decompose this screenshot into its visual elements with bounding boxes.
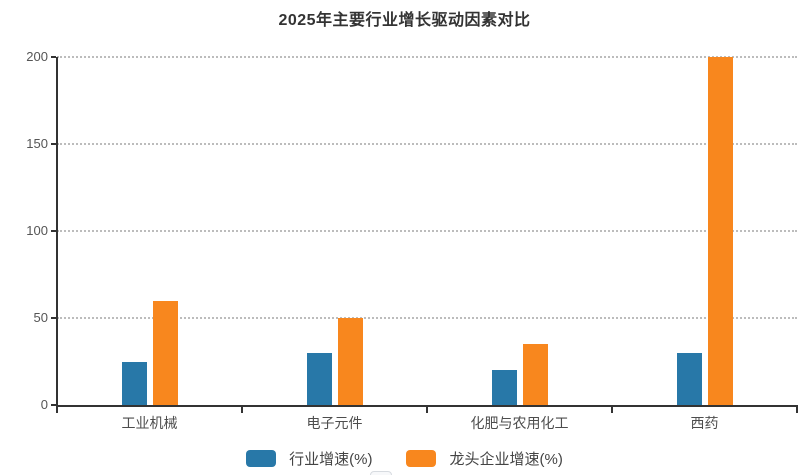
grid-line-50 [57, 317, 797, 319]
legend: 行业增速(%) 龙头企业增速(%) [0, 448, 809, 469]
x-tick-1 [241, 407, 243, 413]
y-tick-label-50: 50 [33, 310, 48, 325]
x-tick-4 [796, 407, 798, 413]
x-label-1: 电子元件 [306, 415, 363, 431]
grid-line-100 [57, 230, 797, 232]
grid-line-200 [57, 56, 797, 58]
bar-series-0-cat-2 [491, 370, 517, 405]
bar-series-0-cat-3 [676, 352, 702, 405]
x-label-2: 化肥与农用化工 [470, 415, 569, 431]
legend-swatch-icon [406, 450, 437, 467]
legend-swatch-icon [246, 450, 277, 467]
y-tick-100 [51, 230, 56, 232]
x-label-0: 工业机械 [121, 415, 178, 431]
y-axis-line [56, 57, 58, 407]
cropped-element-fragment [370, 471, 392, 475]
legend-item-1[interactable]: 龙头企业增速(%) [406, 448, 563, 469]
bar-series-0-cat-1 [306, 352, 332, 405]
bar-series-1-cat-1 [337, 318, 363, 405]
legend-label: 行业增速(%) [289, 451, 373, 468]
x-tick-3 [611, 407, 613, 413]
chart-title: 2025年主要行业增长驱动因素对比 [278, 12, 531, 29]
bar-series-1-cat-2 [522, 344, 548, 405]
y-tick-0 [51, 404, 56, 406]
x-tick-0 [56, 407, 58, 413]
x-axis-line [56, 405, 798, 407]
y-tick-label-0: 0 [40, 397, 48, 412]
x-label-3: 西药 [690, 415, 719, 431]
y-tick-label-200: 200 [26, 49, 48, 64]
x-tick-2 [426, 407, 428, 413]
y-tick-label-100: 100 [26, 223, 48, 238]
y-tick-150 [51, 143, 56, 145]
legend-label: 龙头企业增速(%) [449, 451, 563, 468]
legend-item-0[interactable]: 行业增速(%) [246, 448, 372, 469]
bar-series-0-cat-0 [121, 361, 147, 405]
bar-series-1-cat-3 [707, 57, 733, 405]
grid-line-150 [57, 143, 797, 145]
y-tick-label-150: 150 [26, 136, 48, 151]
bar-series-1-cat-0 [152, 300, 178, 405]
y-tick-200 [51, 56, 56, 58]
y-tick-50 [51, 317, 56, 319]
